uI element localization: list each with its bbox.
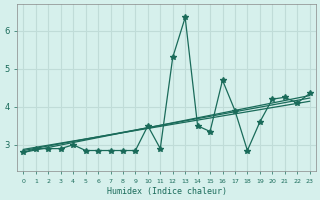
X-axis label: Humidex (Indice chaleur): Humidex (Indice chaleur)	[107, 187, 227, 196]
